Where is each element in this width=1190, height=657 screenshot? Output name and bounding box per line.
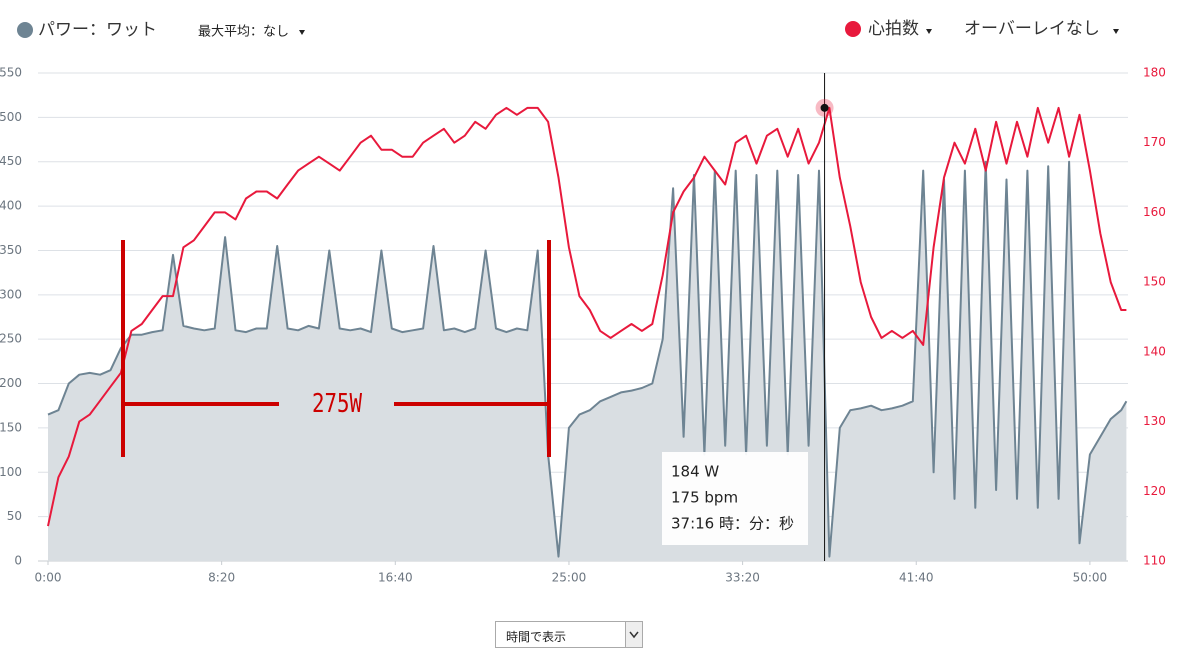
annotation: 275W — [312, 388, 363, 419]
dropdown-icon — [926, 29, 932, 34]
select-arrow — [629, 631, 639, 639]
select-text: 時間で表示 — [506, 630, 567, 644]
dropdown-icon — [1113, 29, 1119, 34]
x-tick-label: 33:20 — [725, 571, 760, 585]
y-tick-label: 200 — [0, 376, 22, 390]
overlay[interactable]: オーバーレイなし — [964, 19, 1100, 39]
tooltip: 184 W 175 bpm 37:16 時：分：秒 — [662, 452, 808, 545]
y-tick-label: 400 — [0, 199, 22, 213]
y-tick-label: 150 — [0, 420, 22, 434]
legend-marker — [17, 22, 33, 38]
line — [47, 106, 1127, 527]
max-average[interactable]: 最大平均：なし — [198, 25, 289, 40]
y2-tick-label: 150 — [1143, 275, 1166, 289]
y2-tick-label: 120 — [1143, 484, 1166, 498]
y-tick-label: 450 — [0, 154, 22, 168]
x-tick-label: 8:20 — [208, 571, 235, 585]
annotation-bracket — [121, 240, 551, 457]
x-tick-label: 50:00 — [1073, 571, 1108, 585]
view-select[interactable]: 時間で表示 — [495, 621, 643, 648]
area — [48, 161, 1127, 561]
y-tick-label: 350 — [0, 243, 22, 257]
y2-tick-label: 170 — [1143, 135, 1166, 149]
y2-tick-label: 160 — [1143, 205, 1166, 219]
y2-tick-label: 110 — [1143, 554, 1166, 568]
y-tick-label: 250 — [0, 332, 22, 346]
x-tick-label: 25:00 — [552, 571, 587, 585]
dropdown-icon — [299, 30, 305, 35]
plot: 0 50 100 150 200 250 300 350 400 450 500 550 110 120 1… — [0, 66, 1166, 585]
y-tick-label: 100 — [0, 465, 22, 479]
tooltip-line: 184 W — [671, 463, 719, 481]
y-tick-label: 500 — [0, 110, 22, 124]
y-tick-label: 50 — [7, 509, 22, 523]
y2-tick-label: 140 — [1143, 344, 1166, 358]
y2-tick-label: 130 — [1143, 414, 1166, 428]
tooltip-line: 175 bpm — [671, 489, 738, 507]
y2-tick-label: 180 — [1143, 66, 1166, 80]
x-tick-label: 41:40 — [899, 571, 934, 585]
legend-power[interactable]: パワー：ワット — [38, 20, 157, 40]
y-tick-label: 0 — [14, 554, 22, 568]
x-tick-label: 0:00 — [35, 571, 62, 585]
cursor-point — [820, 103, 829, 112]
line — [47, 160, 1128, 558]
x-tick-label: 16:40 — [378, 571, 413, 585]
tooltip-line: 37:16 時：分：秒 — [671, 515, 794, 533]
tooltip-box — [662, 452, 808, 545]
legend-marker — [845, 21, 861, 37]
y-tick-label: 300 — [0, 287, 22, 301]
legend-hr[interactable]: 心拍数 — [868, 19, 919, 39]
select-button[interactable] — [625, 622, 642, 647]
y-tick-label: 550 — [0, 66, 22, 80]
